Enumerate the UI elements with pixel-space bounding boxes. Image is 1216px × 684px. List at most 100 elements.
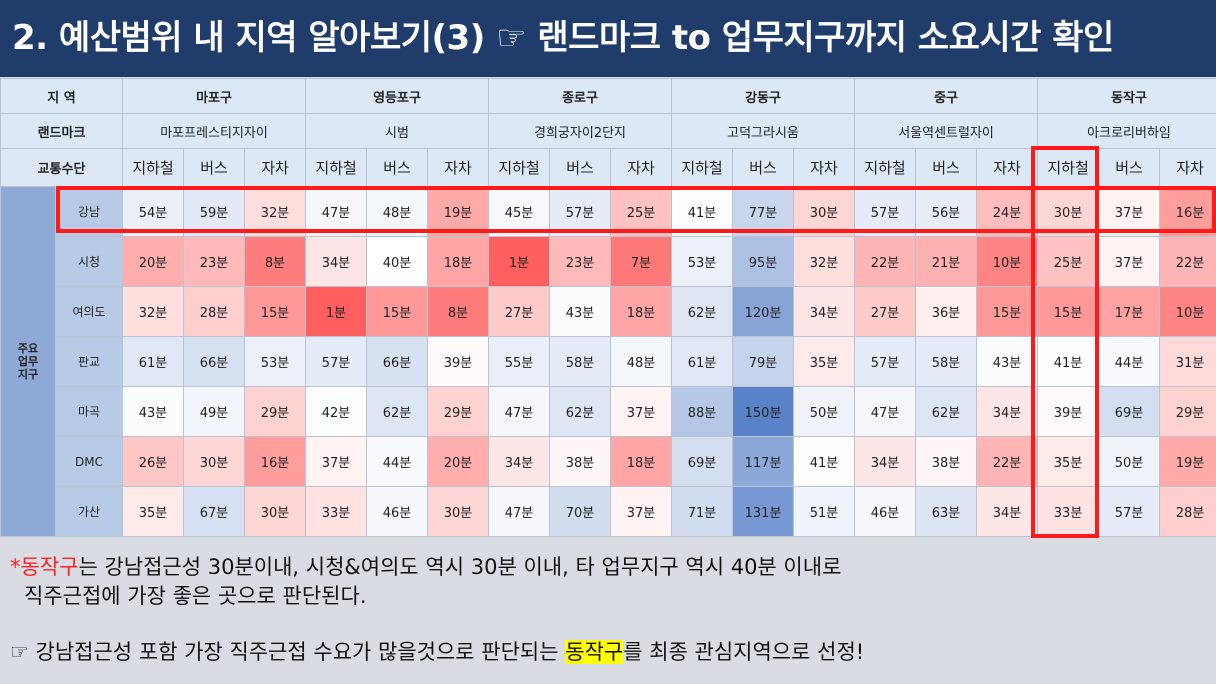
time-cell: 28분 <box>1159 486 1216 537</box>
time-cell: 30분 <box>793 186 856 237</box>
time-cell: 17분 <box>1098 286 1161 337</box>
time-cell: 32분 <box>793 236 856 287</box>
table-row: 마곡 43분 49분 29분 42분 62분 29분 47분 62분 37분 88분 150분 50분 4… <box>1 386 1216 437</box>
time-cell: 39분 <box>1037 386 1100 437</box>
time-cell: 57분 <box>854 186 917 237</box>
time-cell: 15분 <box>1037 286 1100 337</box>
time-cell: 63분 <box>915 486 978 537</box>
time-cell: 120분 <box>732 286 795 337</box>
time-cell: 32분 <box>122 286 185 337</box>
region-name: 영등포구 <box>305 78 490 114</box>
table-row: 주요 업무 지구 강남 54분 59분 32분 47분 48분 19분 45분 57분 25분 41분 77… <box>0 186 1216 537</box>
time-cell: 30분 <box>183 436 246 487</box>
note-line2: 직주근접에 가장 좋은 곳으로 판단된다. <box>24 584 367 608</box>
time-cell: 29분 <box>244 386 307 437</box>
time-cell: 47분 <box>854 386 917 437</box>
time-cell: 48분 <box>610 336 673 387</box>
time-cell: 77분 <box>732 186 795 237</box>
time-cell: 69분 <box>1098 386 1161 437</box>
transport-mode: 버스 <box>1098 148 1161 187</box>
conclusion-after: 를 최종 관심지역으로 선정! <box>623 640 865 664</box>
time-cell: 46분 <box>366 486 429 537</box>
time-cell: 1분 <box>305 286 368 337</box>
time-cell: 15분 <box>244 286 307 337</box>
time-cell: 66분 <box>183 336 246 387</box>
time-cell: 44분 <box>366 436 429 487</box>
time-cell: 35분 <box>1037 436 1100 487</box>
time-cell: 67분 <box>183 486 246 537</box>
time-cell: 28분 <box>183 286 246 337</box>
time-cell: 41분 <box>671 186 734 237</box>
time-cell: 117분 <box>732 436 795 487</box>
time-cell: 34분 <box>854 436 917 487</box>
time-cell: 57분 <box>1098 486 1161 537</box>
time-cell: 95분 <box>732 236 795 287</box>
transport-mode: 지하철 <box>305 148 368 187</box>
time-cell: 18분 <box>610 286 673 337</box>
time-cell: 27분 <box>854 286 917 337</box>
time-cell: 23분 <box>183 236 246 287</box>
time-cell: 22분 <box>976 436 1039 487</box>
pointing-hand-icon: ☞ <box>10 640 29 664</box>
time-cell: 71분 <box>671 486 734 537</box>
transport-mode: 자차 <box>244 148 307 187</box>
time-cell: 131분 <box>732 486 795 537</box>
note-highlight: 동작구 <box>20 555 79 579</box>
time-cell: 18분 <box>427 236 490 287</box>
time-cell: 57분 <box>549 186 612 237</box>
time-cell: 47분 <box>488 386 551 437</box>
time-cell: 58분 <box>915 336 978 387</box>
landmark-name: 아크로리버하임 <box>1037 113 1216 149</box>
time-cell: 55분 <box>488 336 551 387</box>
time-cell: 30분 <box>244 486 307 537</box>
time-cell: 53분 <box>671 236 734 287</box>
note-text: *동작구는 강남접근성 30분이내, 시청&여의도 역시 30분 이내, 타 업… <box>10 553 841 611</box>
landmark-name: 경희궁자이2단지 <box>488 113 673 149</box>
time-cell: 15분 <box>976 286 1039 337</box>
time-cell: 25분 <box>610 186 673 237</box>
time-cell: 31분 <box>1159 336 1216 387</box>
time-cell: 62분 <box>549 386 612 437</box>
transport-mode: 버스 <box>183 148 246 187</box>
time-cell: 35분 <box>122 486 185 537</box>
time-cell: 69분 <box>671 436 734 487</box>
transport-mode: 지하철 <box>488 148 551 187</box>
transport-mode: 자차 <box>1159 148 1216 187</box>
time-cell: 57분 <box>854 336 917 387</box>
time-cell: 16분 <box>1159 186 1216 237</box>
time-cell: 37분 <box>1098 186 1161 237</box>
time-cell: 37분 <box>305 436 368 487</box>
time-cell: 56분 <box>915 186 978 237</box>
time-cell: 38분 <box>915 436 978 487</box>
transport-mode: 지하철 <box>1037 148 1100 187</box>
time-cell: 25분 <box>1037 236 1100 287</box>
time-cell: 10분 <box>976 236 1039 287</box>
note-line1: 는 강남접근성 30분이내, 시청&여의도 역시 30분 이내, 타 업무지구 … <box>78 555 842 579</box>
time-cell: 79분 <box>732 336 795 387</box>
landmark-header-label: 랜드마크 <box>0 113 124 149</box>
time-cell: 61분 <box>671 336 734 387</box>
transport-mode: 자차 <box>610 148 673 187</box>
transport-mode: 버스 <box>915 148 978 187</box>
district-name: DMC <box>54 436 124 487</box>
time-cell: 19분 <box>427 186 490 237</box>
time-cell: 42분 <box>305 386 368 437</box>
transport-mode: 버스 <box>549 148 612 187</box>
district-name: 마곡 <box>54 386 124 437</box>
time-cell: 57분 <box>305 336 368 387</box>
conclusion-text: ☞ 강남접근성 포함 가장 직주근접 수요가 많을것으로 판단되는 동작구를 최… <box>10 638 864 667</box>
time-cell: 62분 <box>915 386 978 437</box>
time-cell: 50분 <box>793 386 856 437</box>
time-cell: 15분 <box>366 286 429 337</box>
time-cell: 66분 <box>366 336 429 387</box>
time-cell: 10분 <box>1159 286 1216 337</box>
time-cell: 34분 <box>793 286 856 337</box>
time-cell: 47분 <box>305 186 368 237</box>
time-cell: 150분 <box>732 386 795 437</box>
time-cell: 8분 <box>244 236 307 287</box>
landmark-name: 고덕그라시움 <box>671 113 856 149</box>
time-cell: 50분 <box>1098 436 1161 487</box>
region-header-label: 지 역 <box>0 78 124 114</box>
time-cell: 45분 <box>488 186 551 237</box>
time-cell: 18분 <box>610 436 673 487</box>
